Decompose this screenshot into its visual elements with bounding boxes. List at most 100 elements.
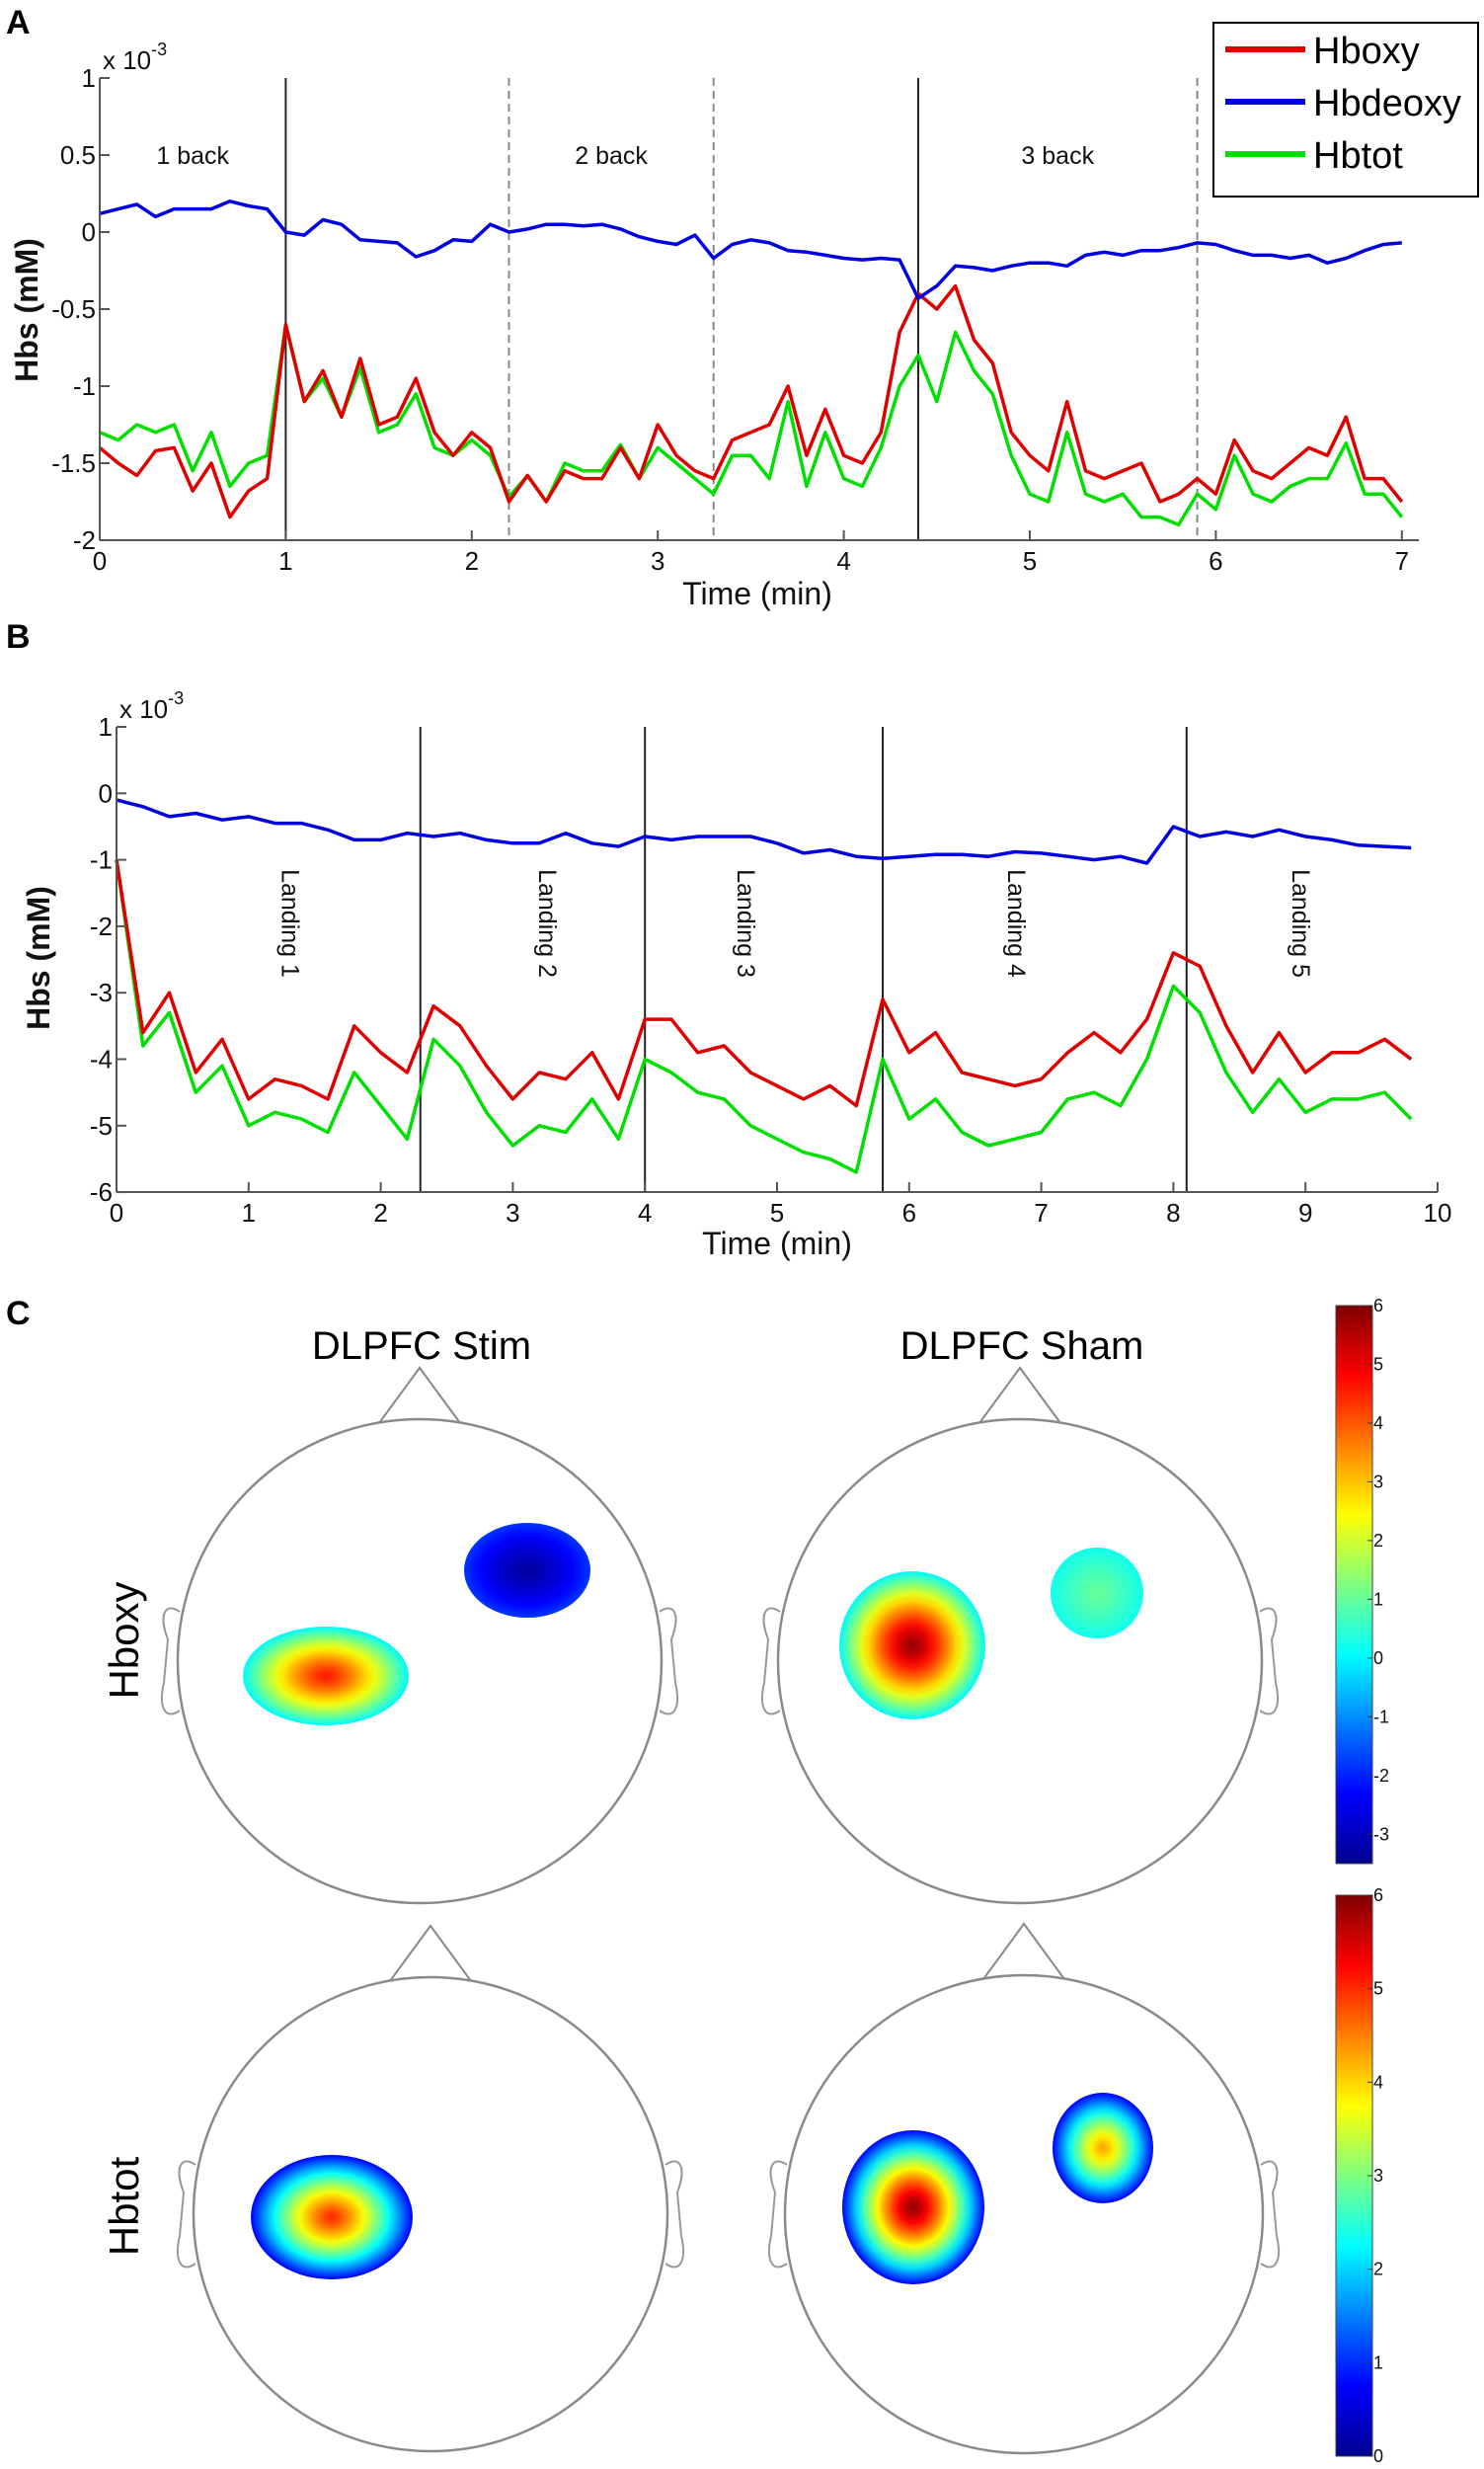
ear-outline — [659, 1607, 678, 1715]
head-topomap — [161, 1366, 678, 1905]
y-tick-label: -3 — [90, 978, 113, 1007]
y-tick-label: 0 — [99, 778, 113, 808]
colorbar-tick-label: -1 — [1373, 1707, 1389, 1726]
event-annotation: Landing 3 — [732, 869, 759, 978]
y-multiplier: x 10-3 — [119, 688, 184, 724]
y-tick-label: -6 — [90, 1177, 113, 1207]
series-line-hboxy — [98, 283, 1404, 519]
colorbar-tick-label: 2 — [1373, 1531, 1383, 1551]
colorbar-tick-label: 3 — [1373, 2166, 1383, 2186]
colorbar-scale — [1335, 1305, 1373, 1865]
head-outline — [783, 1973, 1265, 2455]
ear-outline — [1260, 2160, 1280, 2269]
row-label-hbtot: Hbtot — [101, 2156, 147, 2256]
colorbar-scale — [1335, 1894, 1373, 2457]
event-annotation: 3 back — [1021, 142, 1094, 170]
x-tick-label: 3 — [651, 546, 664, 576]
x-tick-label: 6 — [902, 1198, 916, 1228]
event-annotation: Landing 4 — [1002, 869, 1030, 978]
y-tick-label: 0.5 — [60, 140, 96, 170]
event-annotation: Landing 1 — [275, 869, 303, 978]
colorbar-tick-label: -2 — [1373, 1766, 1389, 1786]
activation-blob — [839, 1571, 985, 1719]
x-tick-label: 9 — [1298, 1198, 1312, 1228]
activation-blob — [464, 1523, 590, 1618]
ear-outline — [664, 2160, 684, 2269]
legend-label-hbtot: Hbtot — [1313, 135, 1403, 177]
x-tick-label: 6 — [1209, 546, 1222, 576]
colorbar-tick-label: -3 — [1373, 1824, 1389, 1844]
y-tick-label: 1 — [99, 712, 113, 742]
panel-c-label: C — [6, 1295, 31, 1332]
x-tick-label: 2 — [465, 546, 479, 576]
y-axis-label: Hbs (mM) — [9, 238, 44, 382]
legend: Hboxy Hbdeoxy Hbtot — [1212, 22, 1479, 198]
series-line-hbtot — [115, 859, 1413, 1174]
ear-outline — [177, 2160, 196, 2269]
ear-outline — [1259, 1607, 1279, 1715]
colorbar-tick-label: 1 — [1373, 1589, 1383, 1609]
y-multiplier: x 10-3 — [103, 40, 167, 75]
head-topomap — [761, 1366, 1279, 1905]
head-outline — [192, 1975, 669, 2453]
y-tick-label: -2 — [73, 525, 96, 555]
y-tick-label: 0 — [82, 217, 96, 247]
y-tick-label: 1 — [82, 63, 96, 93]
x-tick-label: 5 — [1023, 546, 1037, 576]
y-tick-label: -1 — [73, 371, 96, 401]
nose-outline — [976, 1366, 1064, 1428]
series-line-hboxy — [115, 859, 1413, 1108]
y-tick-label: -5 — [90, 1111, 113, 1141]
row-label-hboxy: Hboxy — [101, 1581, 147, 1699]
panel-b-chart: B x 10-3 Time (min) Hbs (mM) Landing 1 La… — [6, 618, 1451, 1261]
nose-outline — [979, 1922, 1068, 1984]
x-tick-label: 1 — [242, 1198, 256, 1228]
x-tick-label: 0 — [93, 546, 107, 576]
y-tick-label: -2 — [90, 912, 113, 941]
colorbar-tick-label: 5 — [1373, 1979, 1383, 1999]
panel-c-topomaps: C DLPFC Stim DLPFC Sham Hboxy Hbtot 6 5 4 3… — [6, 1295, 1389, 2466]
column-title-stim: DLPFC Stim — [312, 1324, 531, 1368]
y-tick-label: -1.5 — [51, 448, 96, 478]
x-tick-label: 8 — [1166, 1198, 1180, 1228]
x-tick-label: 7 — [1034, 1198, 1048, 1228]
colorbar-tick-label: 0 — [1373, 1648, 1383, 1668]
nose-outline — [375, 1366, 464, 1428]
colorbar-hbtot: 6 5 4 3 2 1 0 — [1335, 1885, 1383, 2466]
colorbar-tick-label: 4 — [1373, 2072, 1383, 2092]
head-outline — [776, 1417, 1264, 1905]
event-annotation: 1 back — [156, 142, 229, 170]
x-tick-label: 4 — [638, 1198, 652, 1228]
x-tick-label: 1 — [278, 546, 292, 576]
x-tick-label: 3 — [506, 1198, 519, 1228]
y-multiplier-exp: -3 — [151, 40, 167, 59]
activation-blob — [243, 1627, 409, 1725]
y-multiplier-base: x 10 — [119, 694, 168, 724]
x-axis-label: Time (min) — [702, 1226, 852, 1261]
event-annotation: 2 back — [575, 142, 648, 170]
legend-label-hboxy: Hboxy — [1313, 31, 1420, 72]
ear-outline — [761, 1607, 781, 1715]
colorbar-tick-label: 0 — [1373, 2446, 1383, 2466]
head-topomap — [768, 1922, 1280, 2455]
nose-outline — [386, 1924, 475, 1986]
ear-outline — [161, 1607, 181, 1715]
x-tick-label: 7 — [1395, 546, 1409, 576]
colorbar-tick-label: 4 — [1373, 1413, 1383, 1433]
ear-outline — [768, 2160, 788, 2269]
event-annotation: Landing 5 — [1287, 869, 1314, 978]
x-axis-label: Time (min) — [682, 576, 832, 611]
y-tick-label: -4 — [90, 1045, 113, 1075]
activation-blob — [1053, 2093, 1153, 2203]
y-tick-label: -0.5 — [51, 294, 96, 324]
series-line-hbdeoxy — [116, 798, 1412, 865]
colorbar-tick-label: 3 — [1373, 1472, 1383, 1491]
legend-label-hbdeoxy: Hbdeoxy — [1313, 83, 1461, 124]
event-annotation: Landing 2 — [533, 869, 561, 978]
y-multiplier-base: x 10 — [103, 45, 151, 75]
colorbar-tick-label: 2 — [1373, 2260, 1383, 2279]
x-tick-label: 5 — [770, 1198, 784, 1228]
panel-a-label: A — [6, 4, 31, 41]
activation-blob — [842, 2130, 984, 2284]
head-topomap — [177, 1924, 684, 2453]
